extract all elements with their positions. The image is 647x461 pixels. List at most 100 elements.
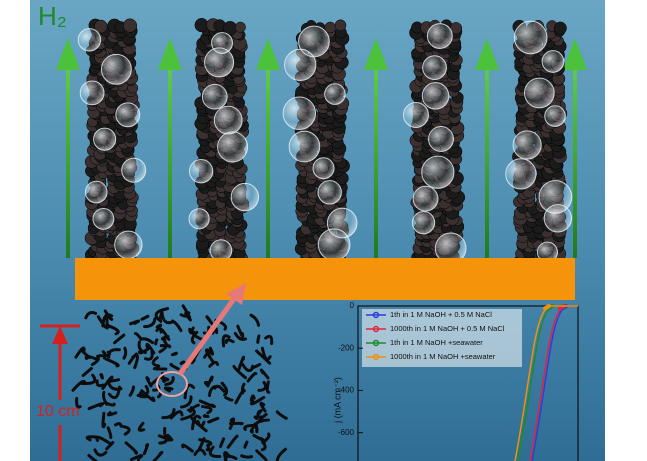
bubble <box>282 96 317 130</box>
foam-strut <box>137 421 146 432</box>
nanoparticle <box>334 19 347 32</box>
h2-arrow-shaft <box>374 60 378 258</box>
foam-strut <box>256 334 261 344</box>
foam-strut <box>107 348 121 359</box>
foam-strut <box>254 418 270 431</box>
legend-label: 1th in 1 M NaOH +seawater <box>390 338 483 347</box>
foam-strut <box>158 310 164 323</box>
foam-strut <box>105 440 115 451</box>
h2-arrow-shaft <box>266 60 270 258</box>
foam-strut <box>101 375 114 390</box>
foam-strut <box>163 386 174 393</box>
foam-strut <box>205 443 211 452</box>
bubble <box>204 47 235 78</box>
bubble <box>217 131 249 163</box>
curve-point <box>558 306 562 311</box>
bubble <box>79 80 105 106</box>
nanoparticle <box>449 22 463 35</box>
h2-arrow-shaft <box>66 60 70 258</box>
bubble <box>121 157 147 183</box>
bubble <box>93 127 117 151</box>
legend-marker <box>372 339 380 347</box>
foam-strut <box>129 454 144 461</box>
bubble <box>288 130 321 163</box>
foam-strut <box>201 405 213 415</box>
foam-strut <box>259 401 267 413</box>
foam-strut <box>101 411 107 429</box>
foam-strut <box>241 362 254 373</box>
foam-strut <box>240 454 254 459</box>
foam-strut <box>226 434 239 449</box>
foam-strut <box>106 426 113 439</box>
foam-strut <box>95 435 111 445</box>
foam-strut <box>159 327 171 341</box>
foam-strut <box>255 349 272 365</box>
foam-strut <box>140 389 156 403</box>
foam-strut <box>133 331 142 340</box>
foam-strut <box>224 338 235 344</box>
foam-strut <box>224 396 234 402</box>
foam-strut <box>95 379 105 388</box>
h2-arrow-head <box>563 38 587 70</box>
h2-arrow-shaft <box>573 60 577 258</box>
y-tick-label: -600 <box>338 428 355 437</box>
foam-strut <box>85 435 98 442</box>
foam-strut <box>128 385 136 397</box>
legend-label: 1000th in 1 M NaOH + 0.5 M NaCl <box>390 324 505 333</box>
foam-strut <box>246 371 258 383</box>
foam-strut <box>101 313 114 328</box>
foam-strut <box>96 315 110 330</box>
height-label: 10 cm <box>36 403 80 420</box>
foam-strut <box>154 307 170 322</box>
foam-strut <box>103 401 116 407</box>
foam-strut <box>122 346 128 360</box>
foam-strut <box>259 368 270 380</box>
foam-strut <box>71 379 87 392</box>
foam-strut <box>190 416 208 433</box>
h2-arrow-shaft <box>168 60 172 258</box>
foam-strut <box>106 411 118 417</box>
y-tick-label: -400 <box>338 386 355 395</box>
y-axis-label: j (mA cm⁻²) <box>332 377 342 424</box>
foam-strut <box>243 440 249 449</box>
foam-strut <box>107 324 120 336</box>
bubble <box>543 204 573 233</box>
foam-strut <box>161 408 176 420</box>
foam-strut <box>207 416 220 424</box>
bubble <box>512 130 542 160</box>
foam-strut <box>180 407 196 421</box>
foam-strut <box>208 346 215 356</box>
polarization-curve <box>514 305 578 461</box>
bubble <box>230 182 260 212</box>
bubble <box>412 185 439 212</box>
bubble <box>317 228 351 261</box>
bubble <box>421 155 455 189</box>
bubble <box>100 53 132 85</box>
foam-strut <box>114 422 123 428</box>
foam-strut <box>179 312 189 318</box>
bubble <box>188 208 210 230</box>
foam-strut <box>152 366 168 371</box>
foam-strut <box>121 425 131 436</box>
foam-strut <box>249 427 254 434</box>
foam-strut <box>99 373 104 380</box>
bubble <box>513 20 548 55</box>
foam-strut <box>169 362 180 371</box>
foam-strut <box>90 354 100 367</box>
foam-strut <box>140 314 150 321</box>
foam-strut <box>249 394 256 402</box>
h2-arrow-head <box>256 38 280 70</box>
foam-strut <box>190 330 199 345</box>
bubble <box>114 230 143 260</box>
bubble <box>77 28 102 52</box>
bubble <box>115 102 141 128</box>
legend-label: 1000th in 1 M NaOH +seawater <box>390 352 496 361</box>
foam-strut <box>198 399 216 409</box>
h2-arrow-shaft <box>485 60 489 258</box>
foam-strut <box>234 388 246 405</box>
curve-point <box>543 306 547 311</box>
foam-strut <box>207 384 222 397</box>
foam-strut <box>249 313 261 327</box>
foam-strut <box>154 338 159 346</box>
